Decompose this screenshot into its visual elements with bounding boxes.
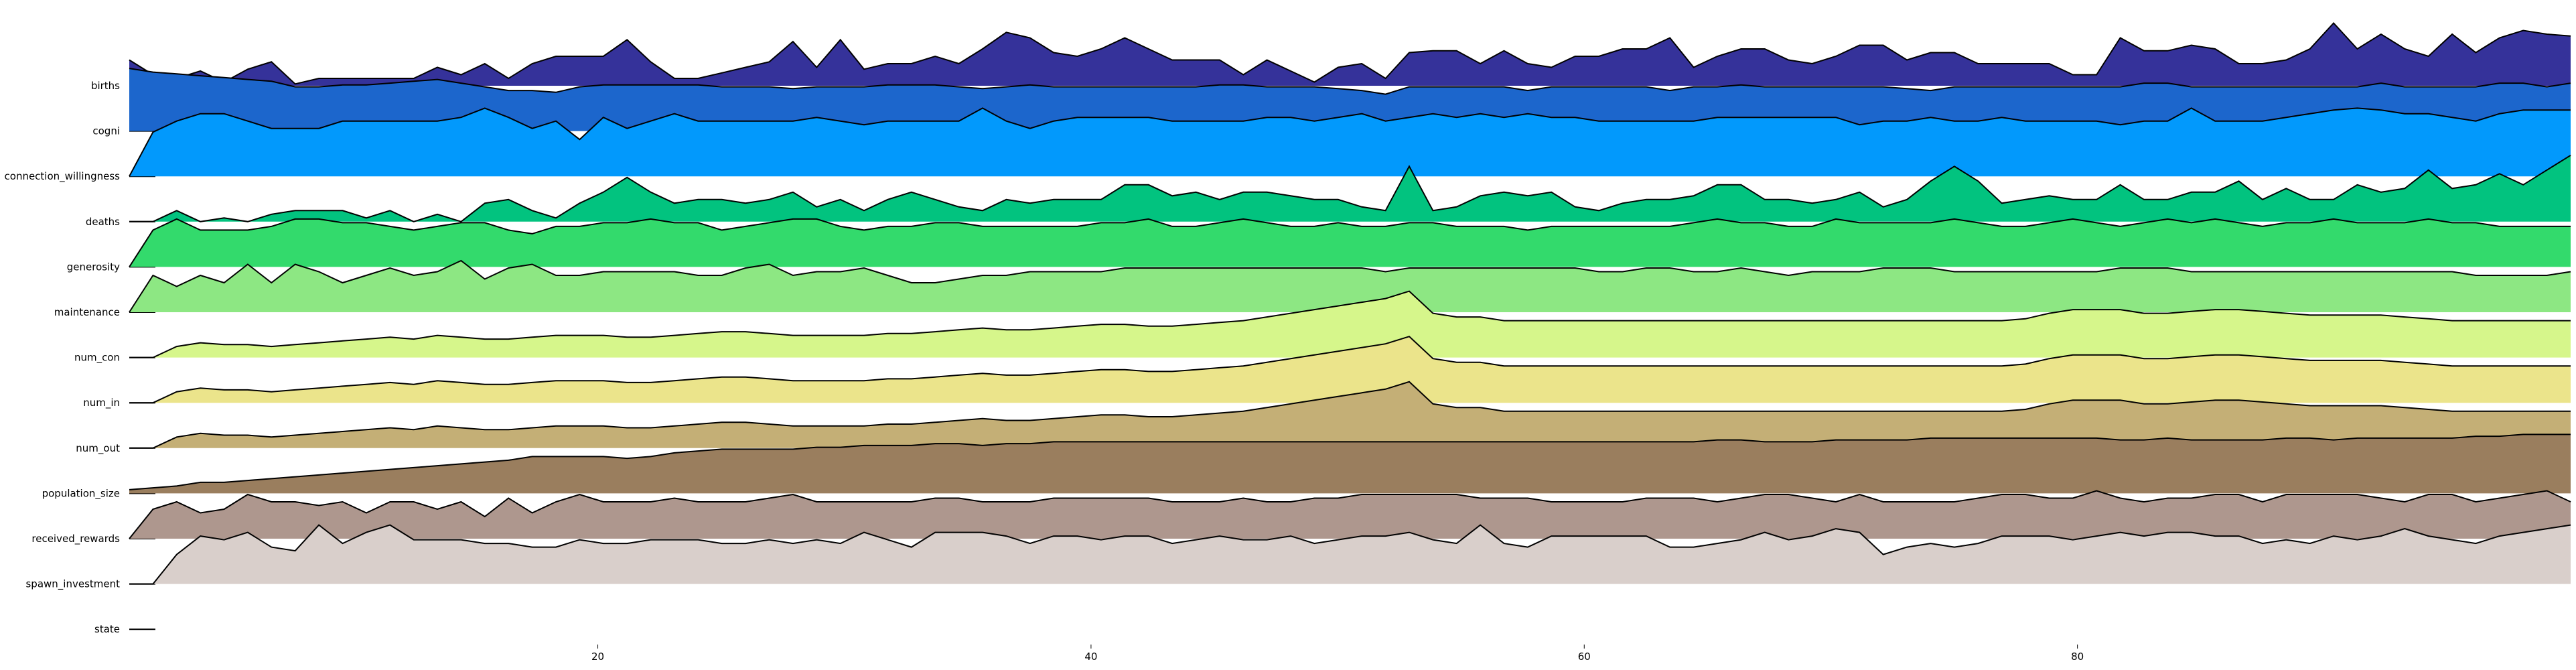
ridge-line-deaths	[129, 154, 2571, 222]
row-label-deaths: deaths	[86, 216, 120, 228]
x-tick-label-80: 80	[2071, 651, 2084, 663]
ridge-area-deaths	[129, 155, 2571, 222]
row-label-connection_willingness: connection_willingness	[5, 170, 121, 183]
row-label-cogni: cogni	[92, 125, 120, 137]
ridge-line-num_con	[129, 290, 2571, 358]
ridges-group	[129, 22, 2571, 630]
ridge-line-population_size	[129, 433, 2571, 490]
row-label-spawn_investment: spawn_investment	[25, 578, 120, 591]
row-label-received_rewards: received_rewards	[31, 533, 120, 545]
row-label-state: state	[94, 623, 120, 635]
x-axis: 20 40 60 80	[591, 645, 2084, 663]
ridge-area-cogni	[129, 68, 2571, 131]
ridge-line-connection_willingness	[129, 107, 2571, 177]
ridge-line-num_in	[129, 336, 2571, 404]
ridge-line-births	[129, 22, 2571, 85]
x-tick-label-40: 40	[1084, 651, 1097, 663]
ridge-line-spawn_investment	[129, 524, 2571, 585]
x-tick-label-60: 60	[1578, 651, 1591, 663]
row-label-num_con: num_con	[74, 352, 120, 364]
row-label-maintenance: maintenance	[54, 306, 120, 318]
row-label-population_size: population_size	[42, 487, 120, 500]
ridge-area-maintenance	[129, 261, 2571, 312]
row-label-num_out: num_out	[76, 442, 120, 455]
row-label-num_in: num_in	[83, 397, 120, 409]
x-tick-label-20: 20	[591, 651, 604, 663]
ridge-line-cogni	[129, 68, 2571, 95]
ridge-area-births	[129, 23, 2571, 86]
ridge-area-num_out	[129, 381, 2571, 448]
ridge-area-spawn_investment	[129, 525, 2571, 584]
row-label-generosity: generosity	[67, 261, 120, 273]
ridge-line-generosity	[129, 218, 2571, 267]
ridge-area-num_con	[129, 291, 2571, 358]
row-label-births: births	[91, 80, 120, 92]
ridge-area-generosity	[129, 218, 2571, 267]
ridge-line-maintenance	[129, 259, 2571, 313]
ridge-line-num_out	[129, 381, 2571, 449]
ridge-line-received_rewards	[129, 490, 2571, 539]
ridge-area-num_in	[129, 336, 2571, 403]
ridge-area-received_rewards	[129, 490, 2571, 539]
ridge-area-connection_willingness	[129, 108, 2571, 177]
